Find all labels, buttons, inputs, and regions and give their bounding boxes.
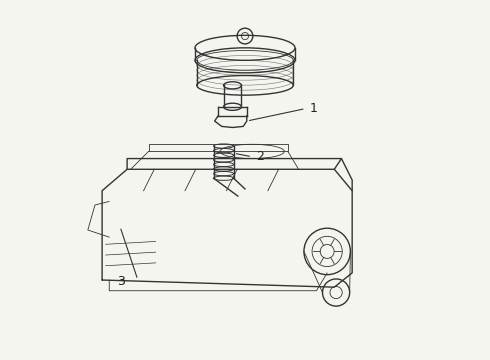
Text: 3: 3 bbox=[118, 275, 125, 288]
Text: 1: 1 bbox=[309, 102, 317, 115]
Text: 2: 2 bbox=[256, 150, 264, 163]
